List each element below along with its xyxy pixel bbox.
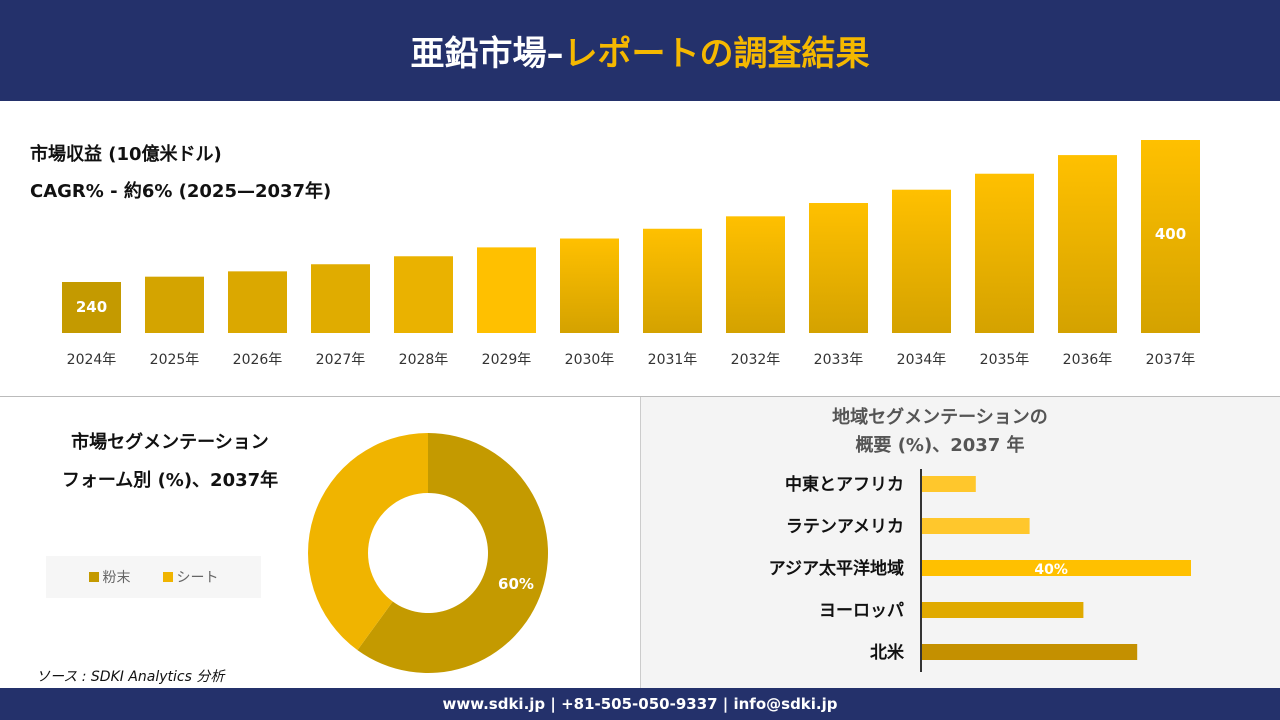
revenue-bar [643, 228, 702, 333]
region-label: 中東とアフリカ [785, 474, 904, 495]
revenue-title: 市場収益 (10億米ドル) [30, 144, 222, 165]
revenue-bar [560, 238, 619, 333]
x-tick-label: 2029年 [482, 352, 532, 368]
donut-slice [308, 433, 428, 651]
revenue-bar [394, 256, 453, 333]
bar-data-label: 240 [76, 298, 107, 316]
region-panel [640, 397, 1280, 688]
revenue-bar [477, 247, 536, 333]
donut-legend: 粉末 シート [46, 556, 261, 598]
legend-item-sheet: シート [162, 567, 219, 587]
source-note: ソース : SDKI Analytics 分析 [36, 669, 225, 685]
region-label: 北米 [870, 642, 905, 663]
x-tick-label: 2037年 [1146, 352, 1196, 368]
region-title: 地域セグメンテーションの 概要 (%)、2037 年 [640, 404, 1240, 460]
revenue-bar [1141, 140, 1200, 333]
revenue-bar [809, 203, 868, 333]
header-banner: 亜鉛市場– レポートの調査結果 [0, 0, 1280, 101]
cagr-text: CAGR% - 約6% (2025—2037年) [30, 181, 332, 202]
form-title-line2: フォーム別 (%)、2037年 [61, 470, 279, 491]
divider [0, 396, 1280, 397]
x-tick-label: 2030年 [565, 352, 615, 368]
region-bar [922, 518, 1030, 534]
bar-data-label: 400 [1155, 225, 1186, 243]
region-bar [922, 476, 976, 492]
revenue-bar [145, 276, 204, 333]
region-label: ヨーロッパ [819, 601, 904, 621]
legend-label: 粉末 [102, 570, 131, 586]
revenue-bar [726, 216, 785, 333]
title-yellow: レポートの調査結果 [563, 34, 870, 74]
region-bar [922, 644, 1138, 660]
region-label: アジア太平洋地域 [769, 558, 904, 579]
x-tick-label: 2027年 [316, 352, 366, 368]
footer-contact: www.sdki.jp | +81-505-050-9337 | info@sd… [0, 688, 1280, 720]
revenue-bar [311, 264, 370, 333]
legend-label: シート [176, 570, 219, 586]
revenue-bar [975, 173, 1034, 333]
region-data-label: 40% [1034, 562, 1068, 578]
x-tick-label: 2028年 [399, 352, 449, 368]
region-bar [922, 602, 1084, 618]
revenue-bar [228, 271, 287, 333]
region-label: ラテンアメリカ [786, 517, 904, 537]
form-title-line1: 市場セグメンテーション [71, 432, 269, 453]
revenue-bar [1058, 155, 1117, 333]
x-tick-label: 2026年 [233, 352, 283, 368]
region-title-line2: 概要 (%)、2037 年 [855, 435, 1025, 456]
x-tick-label: 2035年 [980, 352, 1030, 368]
region-title-line1: 地域セグメンテーションの [832, 407, 1048, 428]
donut-data-label: 60% [498, 575, 534, 593]
x-tick-label: 2034年 [897, 352, 947, 368]
form-segment-title: 市場セグメンテーション フォーム別 (%)、2037年 [30, 424, 310, 500]
x-tick-label: 2024年 [67, 352, 117, 368]
x-tick-label: 2032年 [731, 352, 781, 368]
title-white: 亜鉛市場– [410, 34, 564, 74]
x-tick-label: 2025年 [150, 352, 200, 368]
revenue-bar [892, 189, 951, 333]
donut-slice [357, 433, 548, 673]
x-tick-label: 2036年 [1063, 352, 1113, 368]
revenue-bar [62, 282, 121, 333]
x-tick-label: 2031年 [648, 352, 698, 368]
region-bar [922, 560, 1191, 576]
x-tick-label: 2033年 [814, 352, 864, 368]
legend-item-powder: 粉末 [88, 567, 131, 587]
form-donut-chart: 60% [308, 433, 548, 673]
revenue-bar-chart: 2024年 240 2025年 2026年 2027年 2028年 2029年 2030年 20… [62, 140, 1200, 368]
